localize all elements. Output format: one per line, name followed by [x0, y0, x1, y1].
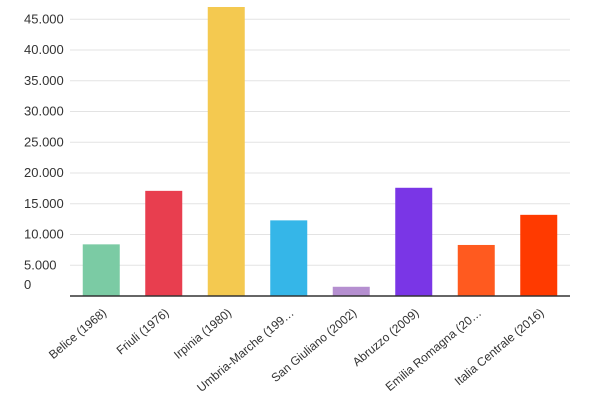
y-tick-label: 5.000 — [24, 257, 57, 272]
bar — [270, 220, 308, 296]
x-tick-label: Irpinia (1980) — [171, 306, 234, 362]
y-axis-ticks: 0 5.000 10.000 15.000 20.000 25.000 30.000 35.0… — [24, 11, 64, 292]
x-tick-label: Friuli (1976) — [114, 306, 172, 358]
y-tick-label: 10.000 — [24, 227, 64, 242]
bar — [145, 190, 183, 296]
gridlines — [70, 18, 570, 266]
y-tick-label: 20.000 — [24, 165, 64, 180]
y-tick-label: 25.000 — [24, 134, 64, 149]
x-tick-label: Belice (1968) — [46, 306, 109, 362]
y-tick-label: 45.000 — [24, 11, 64, 26]
y-tick-label: 30.000 — [24, 104, 64, 119]
bars — [82, 7, 558, 296]
y-tick-label: 40.000 — [24, 42, 64, 57]
bar — [395, 187, 433, 296]
y-tick-label: 0 — [24, 277, 31, 292]
bar — [207, 7, 245, 296]
x-axis-labels: Belice (1968) Friuli (1976) Irpinia (1980)… — [46, 306, 547, 395]
bar — [520, 214, 558, 296]
bar — [82, 244, 120, 296]
bar — [457, 244, 495, 296]
y-tick-label: 35.000 — [24, 73, 64, 88]
y-tick-label: 15.000 — [24, 196, 64, 211]
bar — [332, 286, 370, 296]
